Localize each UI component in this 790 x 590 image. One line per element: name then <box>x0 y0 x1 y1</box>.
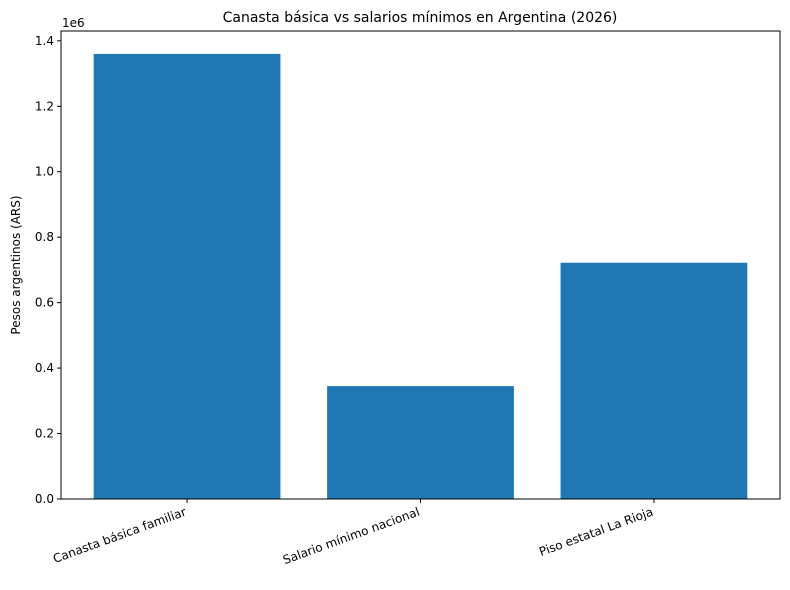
chart-title: Canasta básica vs salarios mínimos en Ar… <box>223 10 618 26</box>
axes-frame <box>60 30 781 500</box>
y-tick-label: 0.0 <box>35 492 54 506</box>
bar <box>93 53 281 500</box>
y-tick-label: 1.2 <box>35 99 54 113</box>
y-offset-label: 1e6 <box>62 16 85 30</box>
y-tick-label: 1.4 <box>35 34 54 48</box>
y-axis-label: Pesos argentinos (ARS) <box>9 195 23 334</box>
y-tick-label: 0.6 <box>35 296 54 310</box>
y-tick-label: 0.4 <box>35 361 54 375</box>
y-tick-label: 0.8 <box>35 230 54 244</box>
y-tick-label: 0.2 <box>35 427 54 441</box>
bar <box>560 262 748 499</box>
bar <box>327 386 514 499</box>
y-tick-label: 1.0 <box>35 165 54 179</box>
